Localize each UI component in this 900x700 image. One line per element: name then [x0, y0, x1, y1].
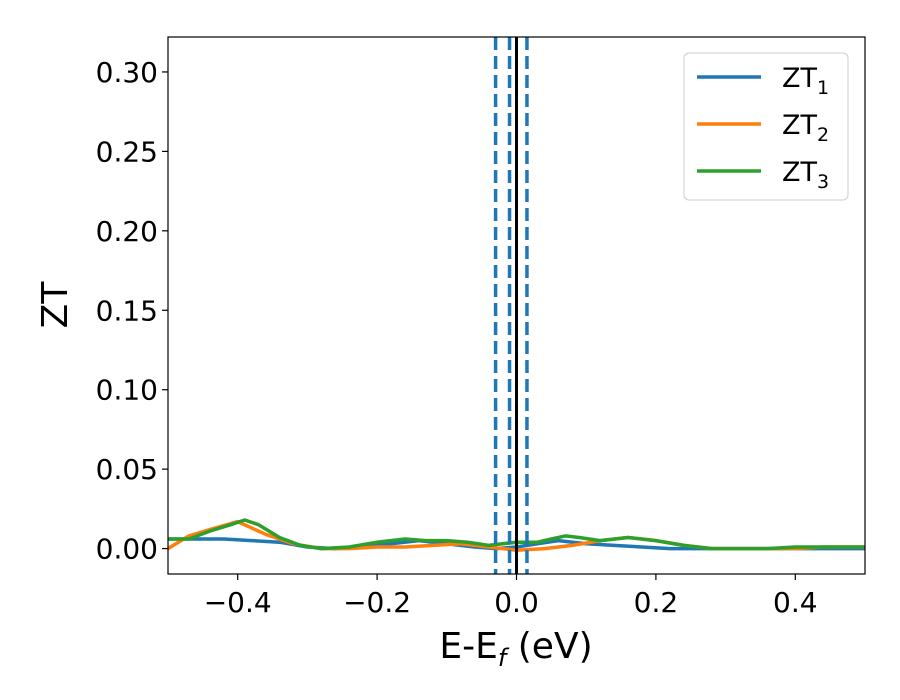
- x-tick-label: 0.4: [773, 586, 818, 619]
- legend-label-2: ZT2: [782, 110, 829, 146]
- y-tick-label: 0.05: [96, 453, 158, 486]
- legend: ZT1 ZT2 ZT3: [683, 52, 849, 201]
- y-tick-label: 0.20: [96, 215, 158, 248]
- y-tick-label: 0.10: [96, 374, 158, 407]
- x-axis-label: E-Ef (eV): [439, 626, 592, 672]
- x-axis-label-unit: (eV): [506, 626, 592, 667]
- legend-box: [683, 52, 849, 201]
- legend-label-1: ZT1: [782, 63, 829, 99]
- x-tick-label: 0.2: [634, 586, 679, 619]
- y-tick-label: 0.15: [96, 294, 158, 327]
- y-tick-label: 0.30: [96, 56, 158, 89]
- series-line-3: [168, 518, 865, 551]
- legend-label-3: ZT3: [782, 157, 829, 193]
- y-axis: 0.00 0.05 0.10 0.15 0.20 0.25 0.30: [96, 56, 168, 566]
- x-tick-label: 0.0: [494, 586, 539, 619]
- y-tick-label: 0.25: [96, 135, 158, 168]
- x-axis: −0.4 −0.2 0.0 0.2 0.4: [204, 574, 818, 619]
- x-tick-label: −0.4: [204, 586, 272, 619]
- reference-lines: [493, 37, 529, 574]
- y-axis-label: ZT: [35, 281, 76, 329]
- x-tick-label: −0.2: [343, 586, 411, 619]
- y-tick-label: 0.00: [96, 533, 158, 566]
